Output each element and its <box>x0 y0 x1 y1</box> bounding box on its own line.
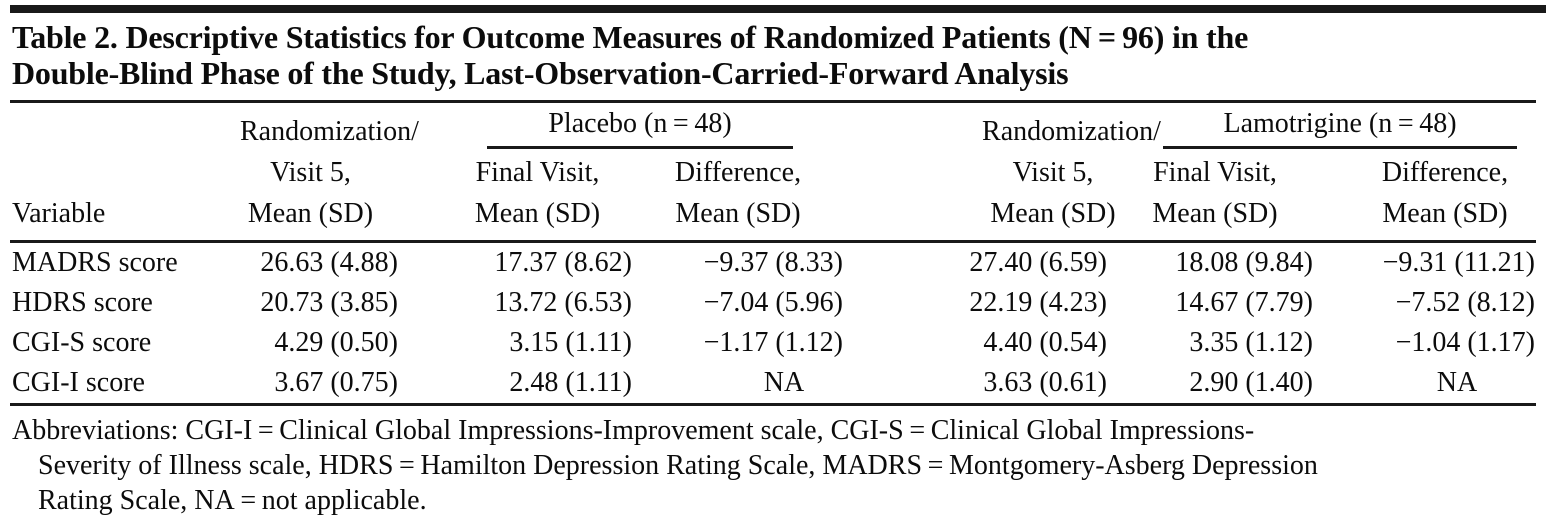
table-title-line-1: Table 2. Descriptive Statistics for Outc… <box>12 19 1249 55</box>
placebo-spanner: Placebo (n = 48) <box>487 103 794 149</box>
value-text: 3.63 (0.61) <box>983 367 1108 398</box>
value-cell: 18.08 (9.84) <box>1124 240 1337 283</box>
value-text: −7.52 (8.12) <box>1395 287 1536 318</box>
group-header-placebo: Placebo (n = 48) <box>425 103 862 152</box>
value-cell: 2.48 (1.11) <box>425 363 650 406</box>
header-line: Mean (SD) <box>247 198 374 229</box>
value-cell: −1.17 (1.12) <box>650 323 862 363</box>
title-rule <box>10 100 1536 103</box>
value-cell: 13.72 (6.53) <box>425 283 650 323</box>
value-text: 14.67 (7.79) <box>1175 287 1314 318</box>
header-line: Randomization/ <box>982 116 1161 147</box>
table-row: HDRS score 20.73 (3.85) 13.72 (6.53) −7.04 … <box>10 283 1536 323</box>
value-text: −1.04 (1.17) <box>1395 327 1536 358</box>
group-header-lamotrigine: Lamotrigine (n = 48) <box>1124 103 1536 152</box>
footnote-line: Rating Scale, NA = not applicable. <box>38 485 427 516</box>
value-text: 3.35 (1.12) <box>1189 327 1314 358</box>
col-header-placebo-final-visit: Final Visit, Mean (SD) <box>425 152 650 242</box>
value-cell: 3.67 (0.75) <box>240 363 425 406</box>
header-line: Final Visit, <box>1153 157 1277 188</box>
value-text: −1.17 (1.12) <box>703 327 844 358</box>
col-header-lamotrigine-final-visit: Final Visit, Mean (SD) <box>1124 152 1336 242</box>
value-cell: 26.63 (4.88) <box>240 240 425 283</box>
value-cell: −7.52 (8.12) <box>1336 283 1536 323</box>
value-text: 27.40 (6.59) <box>969 247 1108 278</box>
lamotrigine-spanner: Lamotrigine (n = 48) <box>1163 103 1518 149</box>
value-cell: 22.19 (4.23) <box>862 283 1124 323</box>
value-cell: 3.15 (1.11) <box>425 323 650 363</box>
value-cell: 4.40 (0.54) <box>862 323 1124 363</box>
col-header-placebo-difference: Difference, Mean (SD) <box>650 152 862 242</box>
value-text: NA <box>763 367 805 398</box>
header-line: Visit 5, <box>1012 157 1094 188</box>
value-cell: −1.04 (1.17) <box>1336 323 1536 363</box>
value-cell: 17.37 (8.62) <box>425 240 650 283</box>
value-text: 2.90 (1.40) <box>1189 367 1314 398</box>
col-header-variable: Variable <box>12 198 106 229</box>
value-text: NA <box>1436 367 1478 398</box>
table-header: Variable Randomization/ Visit 5, Mean (S… <box>10 103 1536 242</box>
table-row: MADRS score 26.63 (4.88) 17.37 (8.62) −9.37… <box>10 240 1537 283</box>
table-title-line-2: Double-Blind Phase of the Study, Last-Ob… <box>12 55 1069 91</box>
header-line: Randomization/ <box>240 116 419 147</box>
value-text: 22.19 (4.23) <box>969 287 1108 318</box>
top-bar <box>10 5 1546 13</box>
value-cell: −9.37 (8.33) <box>650 240 863 283</box>
value-cell: NA <box>1336 363 1537 406</box>
footnote-line: Severity of Illness scale, HDRS = Hamilt… <box>38 450 1318 481</box>
table-row: CGI-I score 3.67 (0.75) 2.48 (1.11) NA 3.63 … <box>10 363 1537 406</box>
table-title: Table 2. Descriptive Statistics for Outc… <box>12 19 1538 91</box>
col-header-randomization-visit5-placebo: Randomization/ Visit 5, Mean (SD) <box>240 103 425 242</box>
value-cell: 4.29 (0.50) <box>240 323 425 363</box>
value-text: 3.15 (1.11) <box>509 327 632 358</box>
value-text: 4.40 (0.54) <box>983 327 1108 358</box>
table-row: CGI-S score 4.29 (0.50) 3.15 (1.11) −1.17 (… <box>10 323 1536 363</box>
value-cell: 27.40 (6.59) <box>862 240 1125 283</box>
footnote: Abbreviations: CGI-I = Clinical Global I… <box>12 413 1546 518</box>
value-text: 4.29 (0.50) <box>274 327 398 358</box>
value-cell: 14.67 (7.79) <box>1124 283 1336 323</box>
value-text: −9.37 (8.33) <box>703 247 844 278</box>
header-line: Final Visit, <box>475 157 600 188</box>
value-text: −9.31 (11.21) <box>1382 247 1536 278</box>
value-cell: 20.73 (3.85) <box>240 283 425 323</box>
outcome-table: Variable Randomization/ Visit 5, Mean (S… <box>10 103 1537 406</box>
col-header-lamotrigine-difference: Difference, Mean (SD) <box>1336 152 1536 242</box>
value-cell: 3.63 (0.61) <box>862 363 1125 406</box>
col-header-randomization-visit5-lamotrigine: Randomization/ Visit 5, Mean (SD) <box>862 103 1161 242</box>
value-text: 18.08 (9.84) <box>1175 247 1314 278</box>
value-text: 3.67 (0.75) <box>274 367 398 398</box>
header-line: Mean (SD) <box>1382 198 1508 229</box>
header-line: Visit 5, <box>270 157 351 188</box>
value-cell: NA <box>650 363 863 406</box>
value-cell: 2.90 (1.40) <box>1124 363 1337 406</box>
value-text: 13.72 (6.53) <box>494 287 632 318</box>
value-text: 26.63 (4.88) <box>260 247 398 278</box>
value-text: 20.73 (3.85) <box>260 287 398 318</box>
value-cell: 3.35 (1.12) <box>1124 323 1336 363</box>
header-line: Difference, <box>1381 157 1509 188</box>
header-line: Mean (SD) <box>990 198 1116 229</box>
value-text: 17.37 (8.62) <box>494 247 632 278</box>
header-line: Mean (SD) <box>474 198 601 229</box>
header-line: Mean (SD) <box>675 198 801 229</box>
table-body: MADRS score 26.63 (4.88) 17.37 (8.62) −9.37… <box>10 240 1537 406</box>
variable-cell: HDRS score <box>12 287 153 318</box>
variable-cell: CGI-S score <box>12 327 152 358</box>
value-text: 2.48 (1.11) <box>509 367 632 398</box>
value-cell: −7.04 (5.96) <box>650 283 862 323</box>
variable-cell: CGI-I score <box>10 363 240 406</box>
variable-cell: MADRS score <box>10 240 240 283</box>
header-line: Mean (SD) <box>1152 198 1278 229</box>
value-cell: −9.31 (11.21) <box>1336 240 1537 283</box>
header-line: Difference, <box>674 157 802 188</box>
value-text: −7.04 (5.96) <box>703 287 844 318</box>
footnote-line: Abbreviations: CGI-I = Clinical Global I… <box>12 415 1255 446</box>
